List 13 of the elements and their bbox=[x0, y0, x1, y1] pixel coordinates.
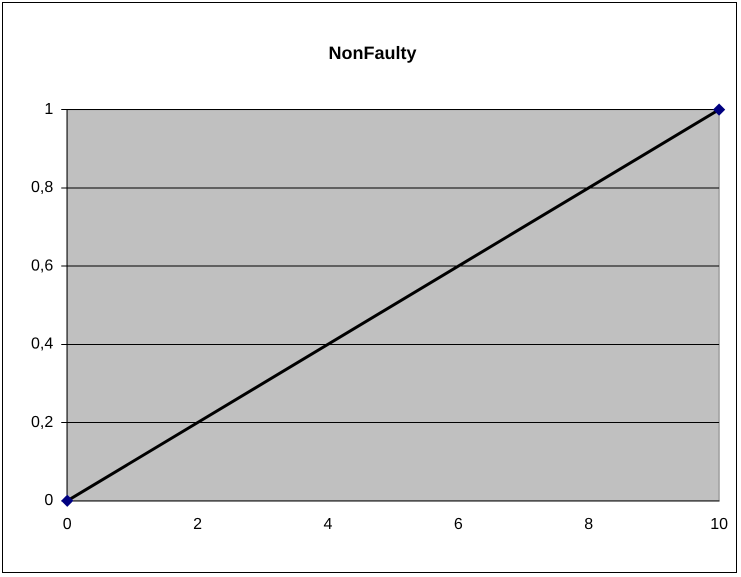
y-tick-label: 0,6 bbox=[30, 257, 54, 274]
y-tick-label: 0,2 bbox=[30, 414, 54, 431]
x-tick-label: 10 bbox=[710, 516, 728, 533]
x-tick-label: 4 bbox=[324, 516, 333, 533]
x-tick-label: 8 bbox=[584, 516, 594, 533]
y-tick-label: 0 bbox=[44, 492, 54, 510]
x-tick-label: 0 bbox=[62, 516, 72, 533]
y-tick-label: 1 bbox=[44, 101, 54, 118]
x-tick-label: 6 bbox=[454, 516, 463, 533]
chart-title: NonFaulty bbox=[328, 42, 416, 63]
y-tick-label: 0,8 bbox=[30, 179, 54, 196]
x-tick-label: 2 bbox=[193, 516, 202, 533]
y-tick-label: 0,4 bbox=[30, 336, 54, 353]
